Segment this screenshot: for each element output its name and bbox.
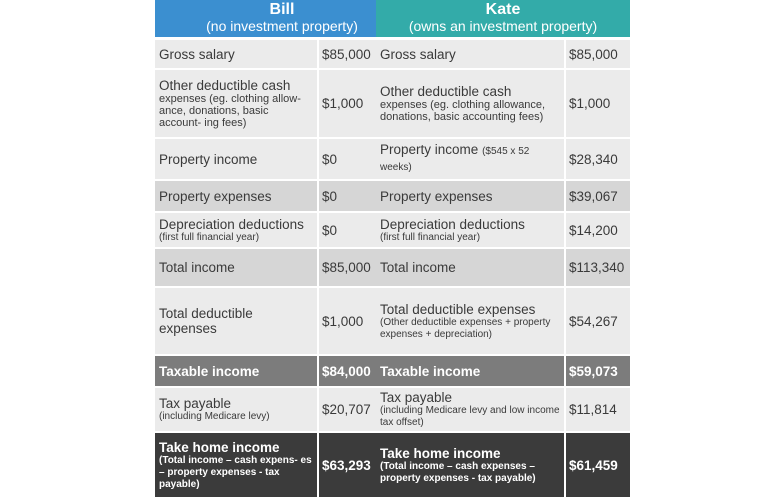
kate-row-tax-payable: Tax payable (including Medicare levy and… [376,388,630,431]
kate-row-taxable-income: Taxable income $59,073 [376,356,630,386]
kate-row-total-deductible: Total deductible expenses (Other deducti… [376,288,630,354]
row-value: $1,000 [322,96,364,111]
bill-row-other-deductible: Other deductible cash expenses (eg. clot… [155,70,409,137]
row-label: Depreciation deductions [159,216,304,232]
kate-row-property-income: Property income ($545 x 52 weeks) $28,34… [376,139,630,179]
kate-row-take-home: Take home income (Total income – cash ex… [376,433,630,497]
row-note: ($545 x 52 weeks) [380,146,530,173]
row-value: $28,340 [569,151,618,167]
kate-name: Kate [485,1,521,18]
row-note: (first full financial year) [380,231,481,243]
row-label: Take home income [380,445,501,461]
row-label: Property income [159,151,258,167]
row-label: Taxable income [380,363,481,379]
row-value: $85,000 [322,260,371,275]
row-value: $1,000 [569,96,611,111]
row-note: expenses (eg. clothing allow- ance, dona… [159,93,301,129]
row-label: Other deductible cash [159,78,291,93]
row-note: (first full financial year) [159,231,260,243]
bill-row-take-home: Take home income (Total income – cash ex… [155,433,409,497]
bill-name: Bill [269,1,295,18]
bill-row-gross-salary: Gross salary $85,000 [155,40,409,68]
row-value: $11,814 [569,402,617,417]
row-label: Gross salary [380,46,456,62]
kate-row-gross-salary: Gross salary $85,000 [376,40,630,68]
row-value: $85,000 [569,46,618,62]
kate-row-other-deductible: Other deductible cash expenses (eg. clot… [376,70,630,137]
row-label: Other deductible cash [380,84,512,99]
row-value: $20,707 [322,402,371,417]
row-value: $39,067 [569,188,618,204]
row-label: Total income [159,260,235,275]
row-value: $85,000 [322,46,371,62]
row-label: Total income [380,260,456,275]
row-value: $61,459 [569,457,618,473]
row-label: Gross salary [159,46,235,62]
bill-subtitle: (no investment property) [206,18,358,34]
bill-row-property-income: Property income $0 [155,139,409,179]
row-value: $113,340 [569,260,625,275]
row-label: Total deductible expenses [380,301,536,317]
bill-row-total-income: Total income $85,000 [155,249,409,286]
row-label: Property income [380,142,479,157]
row-label: Take home income [159,439,280,455]
bill-row-depreciation: Depreciation deductions (first full fina… [155,213,409,247]
kate-panel: Kate (owns an investment property) Gross… [376,0,630,497]
row-label: Tax payable [159,396,232,411]
row-label: Tax payable [380,390,453,405]
row-label: Property expenses [380,188,493,204]
row-note: expenses (eg. clothing allowance, donati… [380,99,546,123]
kate-subtitle: (owns an investment property) [408,18,598,34]
row-value: $84,000 [322,363,371,379]
row-note: (Other deductible expenses + property ex… [380,316,551,340]
row-label: Depreciation deductions [380,216,525,232]
row-value: $0 [322,151,338,167]
kate-row-property-expenses: Property expenses $39,067 [376,181,630,211]
bill-row-total-deductible: Total deductible expenses $1,000 [155,288,409,354]
row-label: Total deductible expenses [159,306,253,336]
bill-header: Bill (no investment property) [155,0,409,37]
row-label: Taxable income [159,363,260,379]
kate-row-depreciation: Depreciation deductions (first full fina… [376,213,630,247]
row-note: (Total income – cash expens- es – proper… [159,454,312,490]
bill-row-taxable-income: Taxable income $84,000 [155,356,409,386]
row-label: Property expenses [159,188,272,204]
row-value: $59,073 [569,363,618,379]
row-value: $63,293 [322,457,371,473]
row-value: $14,200 [569,222,618,238]
kate-row-total-income: Total income $113,340 [376,249,630,286]
row-note: (including Medicare levy) [159,411,270,422]
row-value: $1,000 [322,313,364,329]
row-value: $0 [322,188,338,204]
row-value: $0 [322,222,338,238]
row-note: (including Medicare levy and low income … [380,405,560,428]
row-value: $54,267 [569,313,618,329]
bill-row-tax-payable: Tax payable (including Medicare levy) $2… [155,388,409,431]
row-note: (Total income – cash expenses – property… [380,460,536,484]
kate-header: Kate (owns an investment property) [376,0,630,37]
bill-panel: Bill (no investment property) Gross sala… [155,0,409,497]
bill-row-property-expenses: Property expenses $0 [155,181,409,211]
